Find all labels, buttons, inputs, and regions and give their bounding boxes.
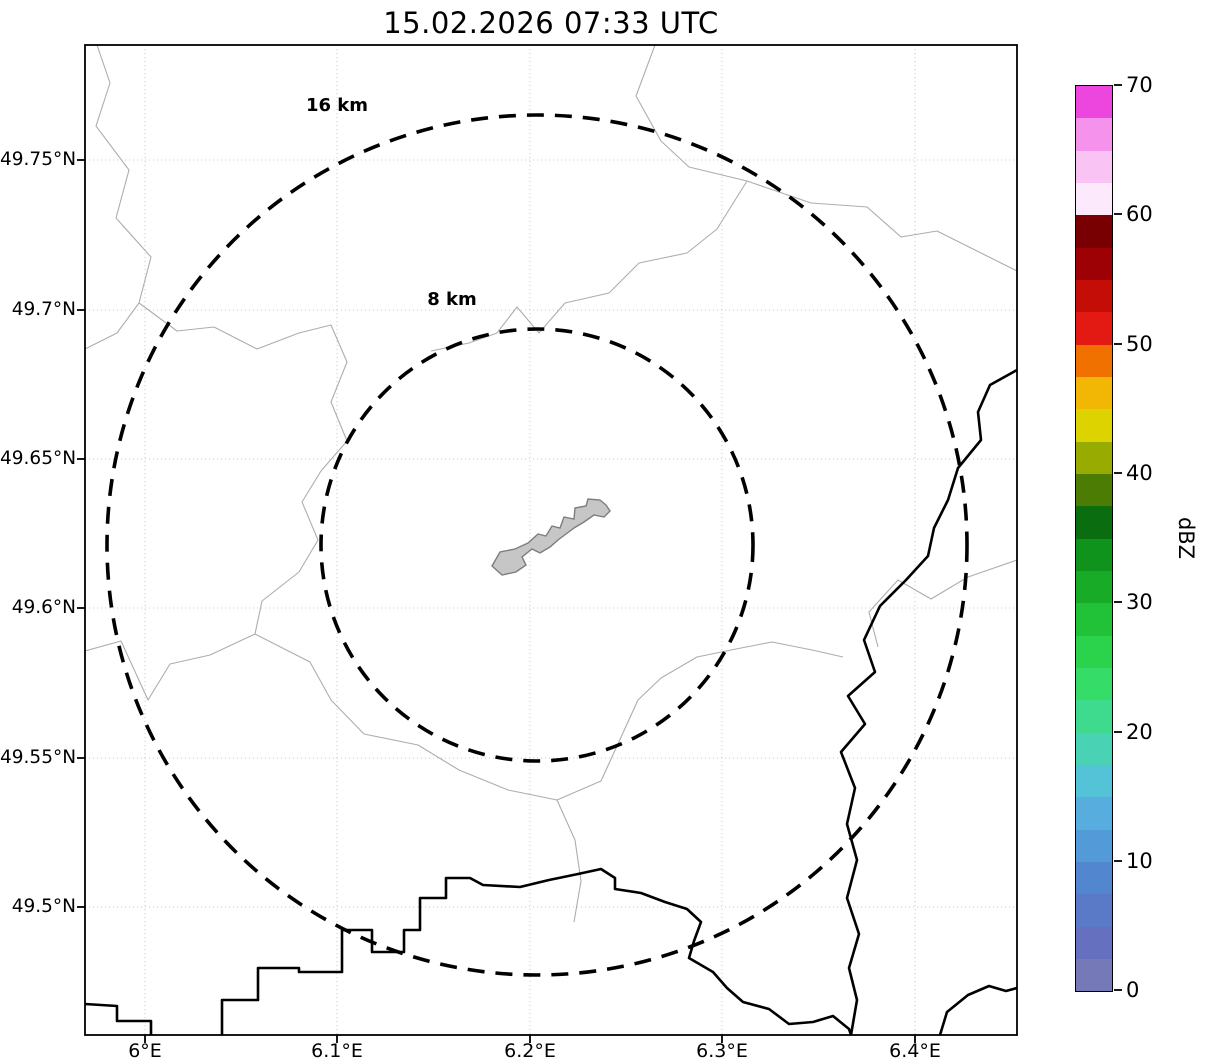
range-ring-8km	[319, 327, 755, 763]
colorbar-segment	[1076, 86, 1112, 119]
colorbar-segment	[1076, 344, 1112, 377]
colorbar-tick-label: 0	[1126, 978, 1140, 1002]
colorbar-tick-label: 70	[1126, 73, 1153, 97]
colorbar-segment	[1076, 506, 1112, 539]
colorbar-segment	[1076, 894, 1112, 927]
x-tick-label: 6.2°E	[504, 1040, 556, 1062]
river-border-lines	[85, 368, 1017, 1035]
plot-frame	[84, 44, 1018, 1036]
colorbar-segment	[1076, 700, 1112, 733]
y-tick-label: 49.6°N	[11, 597, 76, 618]
border-line-southeast	[938, 984, 1017, 1035]
colorbar-segment	[1076, 732, 1112, 765]
colorbar-segment	[1076, 764, 1112, 798]
colorbar-segment	[1076, 861, 1112, 895]
colorbar-segment	[1076, 635, 1112, 668]
airport-area-polygon	[491, 498, 611, 576]
colorbar-segment	[1076, 279, 1112, 313]
colorbar-segment	[1076, 926, 1112, 959]
colorbar-tick-marks	[1114, 84, 1122, 991]
river-line-east	[839, 368, 1017, 1035]
range-ring-16km-label: 16 km	[305, 95, 369, 116]
colorbar-tick-label: 60	[1126, 202, 1153, 226]
border-line-southwest	[85, 1002, 153, 1035]
colorbar-tick-label: 30	[1126, 590, 1153, 614]
y-tick-label: 49.5°N	[11, 896, 76, 917]
colorbar-segment	[1076, 376, 1112, 410]
colorbar-segment	[1076, 247, 1112, 280]
y-tick-label: 49.55°N	[0, 747, 77, 768]
grid-lines	[85, 45, 1017, 1035]
y-tick-label: 49.7°N	[11, 299, 76, 320]
x-tick-label: 6.3°E	[696, 1040, 748, 1062]
colorbar-segment	[1076, 215, 1112, 248]
colorbar-segment	[1076, 603, 1112, 636]
colorbar-axis-label: dBZ	[1174, 516, 1198, 560]
colorbar-tick-label: 10	[1126, 849, 1153, 873]
x-tick-label: 6°E	[128, 1040, 162, 1062]
colorbar-segment	[1076, 797, 1112, 830]
colorbar-segment	[1076, 182, 1112, 216]
colorbar-tick-label: 40	[1126, 461, 1153, 485]
y-tick-label: 49.75°N	[0, 149, 77, 170]
colorbar-gradient	[1075, 85, 1113, 992]
colorbar-segment	[1076, 538, 1112, 571]
colorbar-tick-label: 50	[1126, 332, 1153, 356]
plot-title: 15.02.2026 07:33 UTC	[383, 6, 719, 40]
border-line-south	[220, 867, 853, 1035]
colorbar-segment	[1076, 312, 1112, 345]
x-tick-label: 6.4°E	[889, 1040, 941, 1062]
colorbar-tick-label: 20	[1126, 720, 1153, 744]
colorbar-segment	[1076, 570, 1112, 604]
admin-boundary-lines	[85, 45, 1017, 923]
axis-tick-marks	[77, 159, 916, 1043]
colorbar-segment	[1076, 667, 1112, 701]
y-tick-label: 49.65°N	[0, 448, 77, 469]
colorbar-segment	[1076, 118, 1112, 151]
colorbar-segment	[1076, 150, 1112, 183]
colorbar-segment	[1076, 473, 1112, 507]
colorbar-segment	[1076, 829, 1112, 862]
range-ring-8km-label: 8 km	[427, 289, 477, 310]
x-tick-label: 6.1°E	[311, 1040, 363, 1062]
colorbar-segment	[1076, 958, 1112, 992]
colorbar-segment	[1076, 441, 1112, 474]
colorbar-segment	[1076, 409, 1112, 442]
range-ring-16km	[105, 113, 969, 977]
